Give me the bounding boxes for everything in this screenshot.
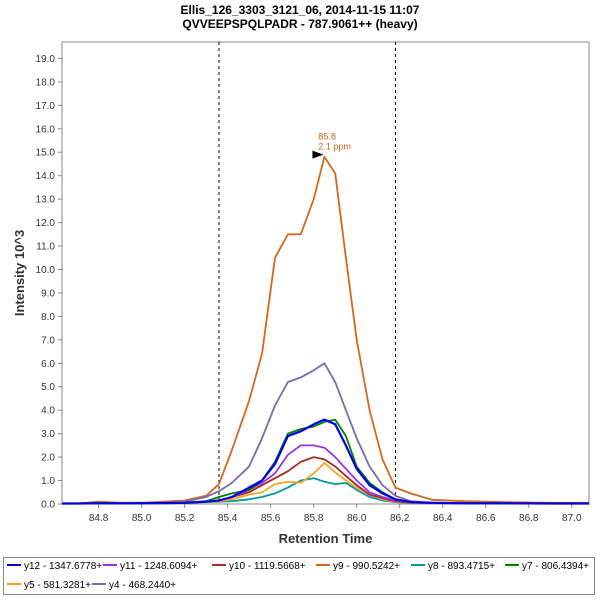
- legend-item: y9 - 990.5242+: [316, 561, 400, 572]
- legend-label: y7 - 806.4394+: [522, 561, 589, 572]
- y-tick-label: 13.0: [36, 195, 56, 206]
- legend-item: y8 - 893.4715+: [411, 561, 495, 572]
- y-tick-label: 5.0: [41, 382, 55, 393]
- y-tick-label: 6.0: [41, 359, 55, 370]
- legend-swatch: [505, 564, 519, 567]
- legend-swatch: [316, 564, 330, 567]
- legend: y12 - 1347.6778+ y11 - 1248.6094+ y10 - 11…: [3, 557, 595, 595]
- y-tick-label: 17.0: [36, 101, 56, 112]
- x-axis-label: Retention Time: [279, 531, 373, 546]
- legend-item: y5 - 581.3281+: [7, 580, 91, 591]
- y-tick-label: 7.0: [41, 335, 55, 346]
- x-tick-label: 85.0: [132, 513, 152, 524]
- legend-label: y12 - 1347.6778+: [24, 561, 103, 572]
- series-line: [62, 155, 589, 505]
- legend-item: y12 - 1347.6778+: [7, 561, 102, 572]
- legend-item: y4 - 468.2440+: [92, 580, 176, 591]
- y-tick-label: 1.0: [41, 476, 55, 487]
- x-tick-label: 84.8: [89, 513, 109, 524]
- legend-item: y7 - 806.4394+: [505, 561, 589, 572]
- y-tick-label: 16.0: [36, 124, 56, 135]
- series-layer: [62, 155, 589, 505]
- y-tick-label: 19.0: [36, 54, 56, 65]
- legend-swatch: [92, 583, 106, 586]
- chart-title: Ellis_126_3303_3121_06, 2014-11-15 11:07: [181, 3, 420, 17]
- legend-label: y9 - 990.5242+: [333, 561, 400, 572]
- series-line: [62, 462, 589, 505]
- peak-rt-label: 85.8: [318, 132, 336, 142]
- y-tick-label: 11.0: [36, 242, 55, 253]
- legend-label: y8 - 893.4715+: [428, 561, 495, 572]
- y-tick-label: 14.0: [36, 171, 56, 182]
- x-tick-label: 85.4: [218, 513, 238, 524]
- y-tick-label: 15.0: [36, 148, 56, 159]
- y-tick-label: 18.0: [36, 77, 56, 88]
- legend-label: y10 - 1119.5668+: [229, 561, 306, 572]
- y-tick-label: 8.0: [41, 312, 55, 323]
- legend-item: y11 - 1248.6094+: [103, 561, 197, 572]
- y-tick-label: 2.0: [41, 453, 55, 464]
- x-tick-label: 86.8: [519, 513, 539, 524]
- x-tick-label: 85.2: [175, 513, 195, 524]
- legend-swatch: [7, 583, 21, 586]
- legend-swatch: [212, 564, 226, 567]
- legend-swatch: [411, 564, 425, 567]
- legend-swatch: [103, 564, 117, 567]
- series-line: [62, 444, 589, 505]
- legend-label: y5 - 581.3281+: [24, 580, 91, 591]
- series-line: [62, 477, 589, 505]
- peak-marker-icon: [312, 150, 324, 159]
- x-tick-label: 85.6: [261, 513, 281, 524]
- y-axis-label: Intensity 10^3: [12, 230, 27, 316]
- series-line: [62, 418, 589, 505]
- x-tick-label: 86.4: [433, 513, 453, 524]
- peak-ppm-label: 2.1 ppm: [318, 142, 351, 152]
- y-tick-label: 10.0: [36, 265, 56, 276]
- plot-area: [61, 41, 590, 505]
- legend-label: y11 - 1248.6094+: [120, 561, 198, 572]
- legend-item: y10 - 1119.5668+: [212, 561, 306, 572]
- x-tick-label: 86.2: [390, 513, 410, 524]
- chart-subtitle: QVVEEPSPQLPADR - 787.9061++ (heavy): [182, 17, 417, 31]
- y-tick-label: 4.0: [41, 406, 55, 417]
- series-line: [62, 418, 589, 505]
- x-tick-label: 86.0: [347, 513, 367, 524]
- y-tick-label: 0.0: [41, 500, 55, 511]
- y-tick-label: 3.0: [41, 429, 55, 440]
- y-tick-label: 12.0: [36, 218, 56, 229]
- legend-label: y4 - 468.2440+: [109, 580, 176, 591]
- peak-annotation: 85.8 2.1 ppm: [312, 132, 351, 159]
- x-tick-label: 87.0: [562, 513, 582, 524]
- y-axis: 0.0 1.0 2.0 3.0 4.0 5.0 6.0 7.0 8.0 9.0 10.0 11.0 12…: [36, 54, 62, 511]
- legend-swatch: [7, 564, 21, 567]
- y-tick-label: 9.0: [41, 288, 55, 299]
- x-axis: 84.8 85.0 85.2 85.4 85.6 85.8 86.0 86.2 86.4 86.6…: [89, 504, 582, 524]
- x-tick-label: 85.8: [304, 513, 324, 524]
- peak-boundaries: [218, 42, 396, 504]
- x-tick-label: 86.6: [476, 513, 496, 524]
